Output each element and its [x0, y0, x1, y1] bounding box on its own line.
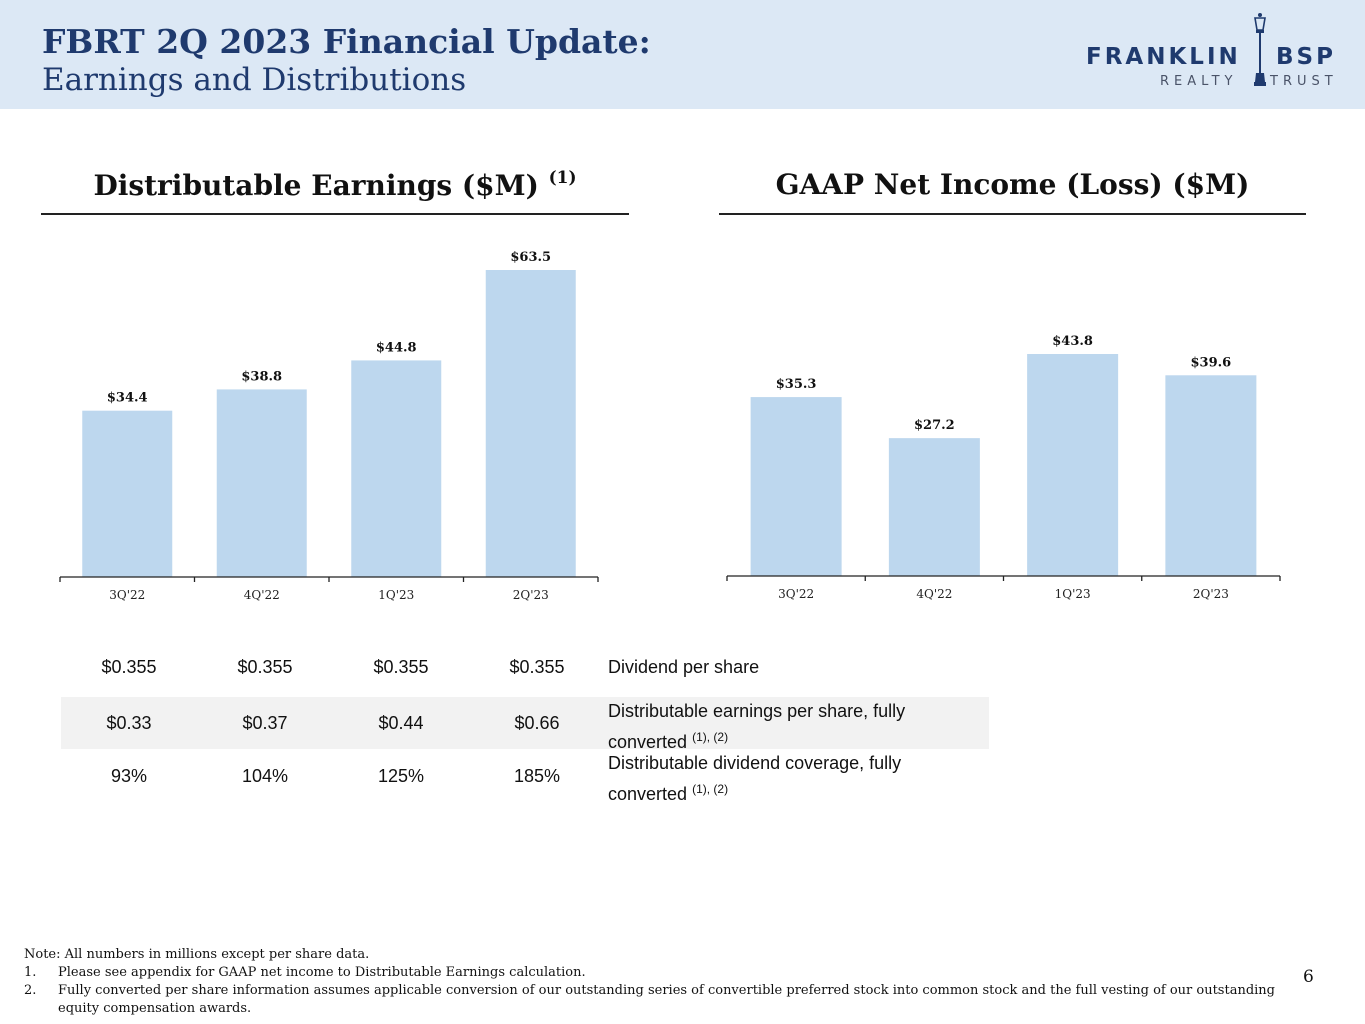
table-cell: 104% — [241, 766, 289, 786]
note-text: Fully converted per share information as… — [58, 983, 1275, 1016]
logo-text-trust: TRUST — [1270, 74, 1338, 89]
data-label: $27.2 — [914, 418, 955, 433]
note-number: 1. — [24, 965, 37, 980]
page-subtitle: Earnings and Distributions — [42, 62, 467, 98]
bar — [888, 438, 980, 576]
table-row: $0.355 $0.355 $0.355 $0.355 Dividend per… — [61, 643, 989, 693]
note-number: 2. — [24, 983, 37, 998]
company-logo: FRANKLIN BSP REALTY TRUST — [1080, 10, 1355, 95]
chart-title-rule — [719, 213, 1306, 215]
page-number: 6 — [1303, 967, 1314, 987]
x-tick-label: 3Q'22 — [778, 587, 814, 601]
x-tick-label: 4Q'22 — [916, 587, 952, 601]
table-cell: 125% — [377, 766, 425, 786]
bar — [351, 360, 442, 577]
note-intro: Note: All numbers in millions except per… — [24, 947, 370, 962]
page-title: FBRT 2Q 2023 Financial Update: — [42, 22, 651, 61]
bar — [1027, 354, 1119, 576]
data-label: $43.8 — [1052, 334, 1093, 349]
footnotes: Note: All numbers in millions except per… — [24, 946, 1304, 1018]
header-banner: FBRT 2Q 2023 Financial Update: Earnings … — [0, 0, 1365, 109]
table-cell: $0.44 — [378, 713, 424, 733]
row-label-text: Distributable earnings per share, fully … — [608, 701, 906, 752]
table-row: 93% 104% 125% 185% Distributable dividen… — [61, 750, 989, 804]
note-item: 1. Please see appendix for GAAP net inco… — [24, 964, 1304, 982]
row-label-footnote: (1), (2) — [692, 782, 729, 796]
data-label: $39.6 — [1191, 355, 1232, 370]
table-cell: 185% — [513, 766, 561, 786]
gaap-net-income-chart: $35.3 3Q'22 $27.2 4Q'22 $43.8 1Q'23 $39.6 2Q'23 — [726, 334, 1281, 601]
data-label: $63.5 — [510, 250, 551, 265]
logo-text-franklin: FRANKLIN — [1086, 44, 1241, 70]
table-cell: $0.355 — [373, 657, 429, 677]
note-item: 2. Fully converted per share information… — [24, 982, 1304, 1018]
x-tick-label: 2Q'23 — [513, 588, 549, 602]
x-tick-label: 1Q'23 — [378, 588, 414, 602]
row-label: Dividend per share — [608, 654, 968, 680]
table-cell: 93% — [110, 766, 148, 786]
note-text: Please see appendix for GAAP net income … — [58, 965, 586, 980]
x-tick-label: 1Q'23 — [1055, 587, 1091, 601]
distributable-earnings-chart: $34.4 3Q'22 $38.8 4Q'22 $44.8 1Q'23 $63.5 2Q'23 — [59, 250, 599, 602]
logo-text-realty: REALTY — [1160, 74, 1238, 89]
x-tick-label: 2Q'23 — [1193, 587, 1229, 601]
row-label-footnote: (1), (2) — [692, 730, 729, 744]
chart-title-distributable-earnings: Distributable Earnings ($M) (1) — [41, 168, 629, 202]
bar — [82, 410, 173, 577]
table-row: $0.33 $0.37 $0.44 $0.66 Distributable ea… — [61, 697, 989, 752]
data-label: $34.4 — [107, 391, 148, 406]
chart-title-text: GAAP Net Income (Loss) ($M) — [775, 168, 1250, 201]
table-cell: $0.355 — [101, 657, 157, 677]
table-cell: $0.355 — [509, 657, 565, 677]
table-cell: $0.66 — [514, 713, 560, 733]
data-label: $38.8 — [241, 369, 282, 384]
bar — [750, 397, 842, 576]
data-label: $35.3 — [776, 377, 817, 392]
table-cell: $0.355 — [237, 657, 293, 677]
chart-title-rule — [41, 213, 629, 215]
bar — [216, 389, 307, 577]
x-tick-label: 4Q'22 — [244, 588, 280, 602]
x-tick-label: 3Q'22 — [109, 588, 145, 602]
row-label-text: Distributable dividend coverage, fully c… — [608, 753, 902, 804]
table-cell: $0.33 — [106, 713, 152, 733]
table-cell: $0.37 — [242, 713, 288, 733]
bar — [485, 270, 576, 577]
data-label: $44.8 — [376, 340, 417, 355]
chart-title-footnote: (1) — [548, 168, 577, 188]
row-label: Distributable dividend coverage, fully c… — [608, 750, 968, 807]
lamppost-icon — [1254, 13, 1266, 86]
bar — [1165, 375, 1257, 576]
row-label-text: Dividend per share — [608, 657, 760, 677]
chart-title-text: Distributable Earnings ($M) — [93, 169, 539, 202]
chart-title-gaap-net-income: GAAP Net Income (Loss) ($M) — [719, 168, 1306, 201]
logo-text-bsp: BSP — [1276, 44, 1336, 70]
row-label: Distributable earnings per share, fully … — [608, 698, 968, 755]
